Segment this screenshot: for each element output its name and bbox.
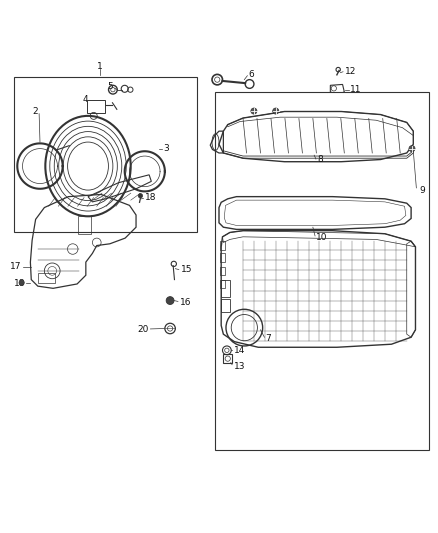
Bar bbox=[220, 266, 225, 275]
Text: 13: 13 bbox=[234, 361, 245, 370]
Text: 14: 14 bbox=[234, 346, 245, 355]
Text: 4: 4 bbox=[82, 95, 88, 104]
Circle shape bbox=[166, 297, 174, 304]
Text: 3: 3 bbox=[163, 144, 169, 153]
Bar bbox=[223, 354, 232, 364]
Text: 9: 9 bbox=[419, 185, 425, 195]
Bar bbox=[221, 280, 230, 297]
Text: 11: 11 bbox=[350, 85, 361, 94]
Text: 17: 17 bbox=[10, 262, 21, 271]
Text: 18: 18 bbox=[145, 193, 156, 203]
Bar bbox=[220, 241, 225, 250]
Text: 10: 10 bbox=[316, 233, 328, 242]
Bar bbox=[87, 100, 105, 113]
Text: 12: 12 bbox=[345, 67, 356, 76]
Bar bbox=[78, 216, 91, 234]
Bar bbox=[215, 92, 428, 450]
Text: 6: 6 bbox=[249, 70, 254, 79]
Text: 1: 1 bbox=[97, 62, 103, 71]
Circle shape bbox=[409, 146, 415, 152]
Text: 20: 20 bbox=[138, 325, 149, 334]
Text: 8: 8 bbox=[317, 156, 323, 165]
Bar bbox=[220, 253, 225, 262]
Bar bbox=[14, 77, 197, 231]
Bar bbox=[220, 280, 225, 288]
Text: 7: 7 bbox=[266, 334, 272, 343]
Circle shape bbox=[273, 108, 279, 114]
Circle shape bbox=[138, 193, 143, 198]
Bar bbox=[221, 299, 230, 312]
Circle shape bbox=[251, 108, 257, 114]
Text: 16: 16 bbox=[180, 298, 191, 307]
Text: 2: 2 bbox=[33, 107, 39, 116]
Text: 5: 5 bbox=[108, 82, 113, 91]
Circle shape bbox=[19, 280, 24, 285]
Text: 18: 18 bbox=[14, 279, 25, 288]
Text: 15: 15 bbox=[180, 265, 192, 274]
Bar bbox=[38, 273, 55, 283]
